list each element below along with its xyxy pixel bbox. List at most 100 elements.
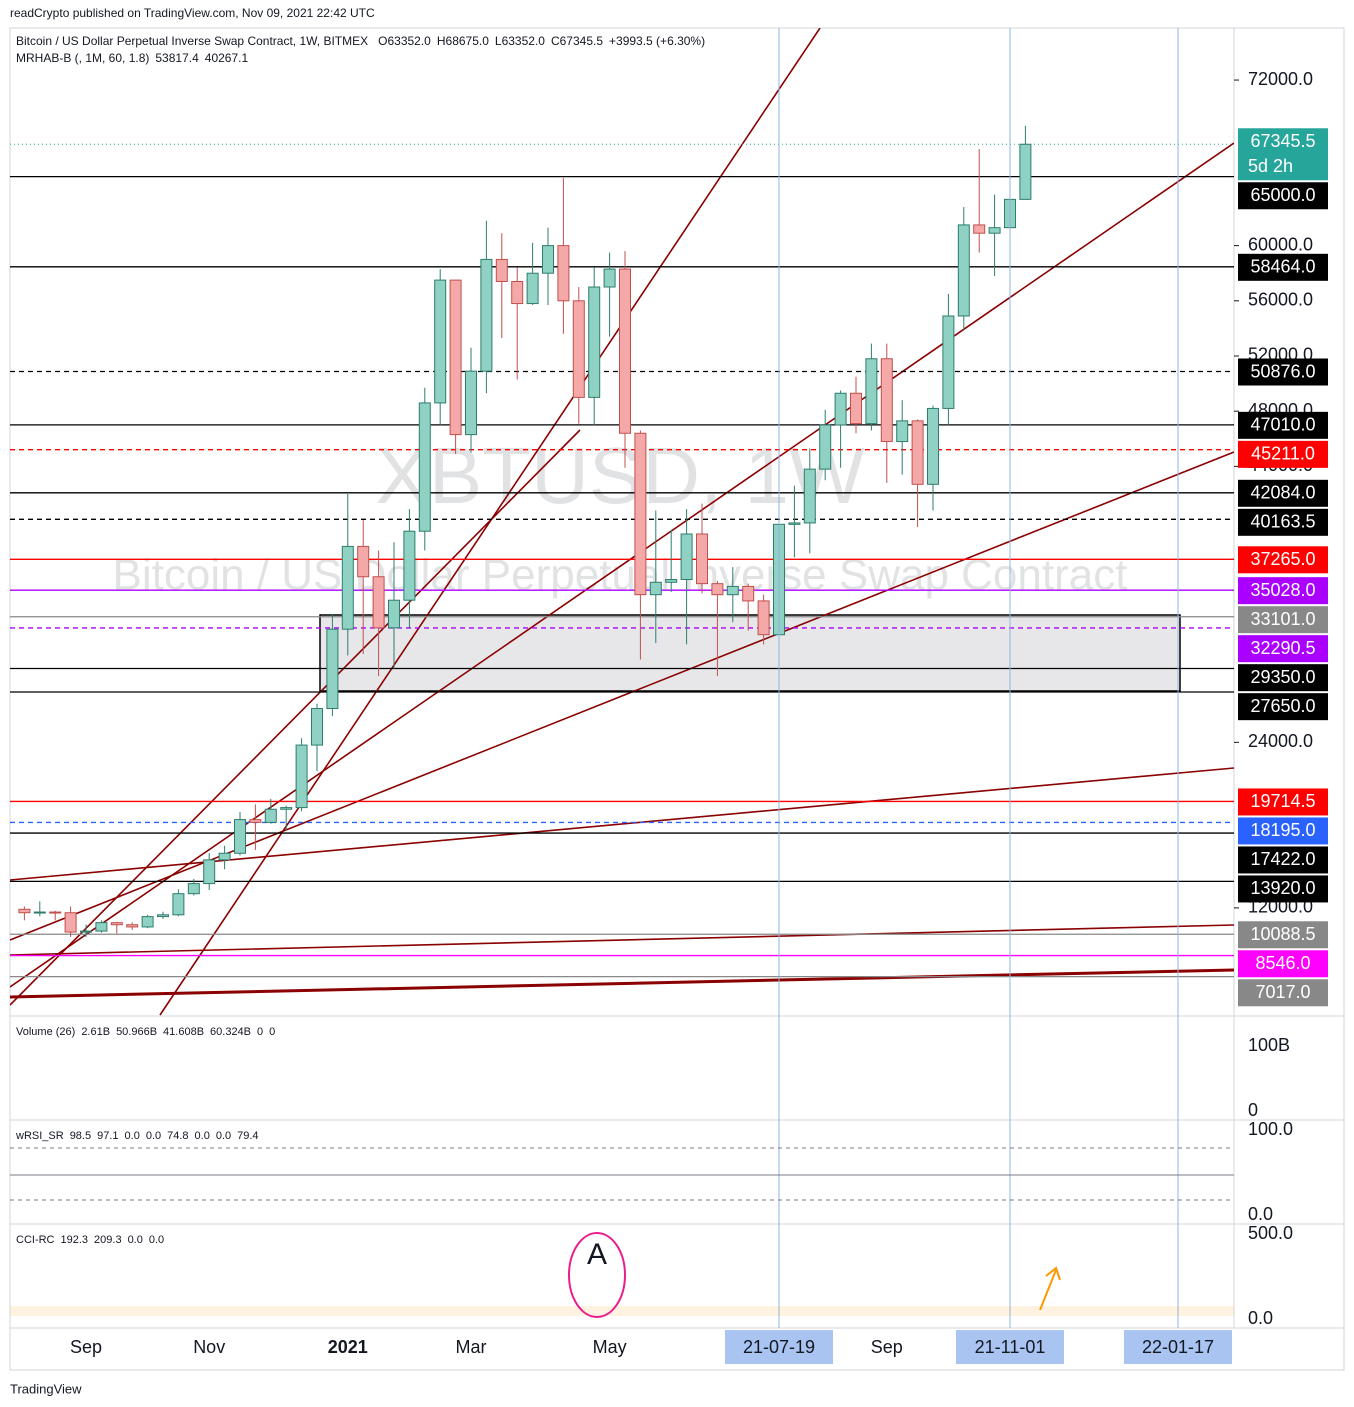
frame: [9, 27, 1345, 1371]
price-label-bg: [1238, 921, 1328, 949]
trend-line: [10, 429, 581, 1006]
y-tick-label: 60000.0: [1248, 234, 1313, 254]
legend-text: 98.5: [70, 1130, 91, 1142]
candle-body: [957, 224, 970, 317]
price-label-bg: [1238, 635, 1328, 663]
price-label: 10088.5: [1250, 924, 1315, 944]
y-tick-label: 24000.0: [1248, 731, 1313, 751]
price-label-bg: [1238, 546, 1328, 574]
trend-line: [10, 451, 1234, 941]
candle-body: [18, 908, 31, 914]
candle-body: [33, 911, 46, 914]
pane-axis-label: 0.0: [1248, 1308, 1273, 1328]
price-label: 32290.5: [1250, 638, 1315, 658]
candle-body: [372, 576, 385, 629]
candle-body: [449, 279, 462, 436]
price-label-bg: [1238, 128, 1328, 181]
price-label-bg: [1238, 846, 1328, 874]
x-tick-label: 22-01-17: [1142, 1337, 1214, 1357]
x-tick-label: 21-07-19: [743, 1337, 815, 1357]
candle-body: [542, 245, 554, 274]
trend-line: [10, 142, 1234, 988]
price-label: 8546.0: [1255, 953, 1310, 973]
legend-text: O63352.0: [378, 34, 431, 48]
y-tick-label: 56000.0: [1248, 290, 1313, 310]
legend-text: 0: [269, 1026, 275, 1038]
candle-body: [942, 315, 955, 409]
candle-body: [557, 245, 570, 302]
legend-text: wRSI_SR: [15, 1130, 64, 1142]
price-label: 33101.0: [1250, 609, 1315, 629]
price-label-bg: [1238, 875, 1328, 903]
legend-text: 2.61B: [81, 1026, 110, 1038]
legend-text: 0.0: [195, 1130, 210, 1142]
legend-text: 53817.4: [155, 51, 199, 65]
candle-body: [711, 583, 724, 596]
legend-text: 192.3: [61, 1234, 89, 1246]
candle-body: [880, 358, 893, 443]
price-label-bg: [1238, 817, 1328, 845]
price-label: 35028.0: [1250, 580, 1315, 600]
x-tick-label: 2021: [328, 1337, 368, 1357]
legend-text: C67345.5: [551, 34, 603, 48]
candle-body: [788, 522, 801, 525]
pane-axis-label: 100.0: [1248, 1119, 1293, 1139]
candle-body: [357, 545, 370, 578]
legend-text: CCI-RC: [16, 1234, 55, 1246]
price-label: 45211.0: [1251, 444, 1315, 464]
price-label: 50876.0: [1250, 361, 1315, 381]
candle-body: [665, 579, 678, 583]
candle-body: [218, 852, 231, 861]
candle-body: [49, 911, 62, 914]
pane-axis-label: 0: [1248, 1100, 1258, 1120]
x-tick-label: 21-11-01: [975, 1337, 1046, 1357]
price-label-bg: [1238, 253, 1328, 281]
legend-text: Bitcoin / US Dollar Perpetual Inverse Sw…: [16, 34, 368, 48]
legend-text: 0.0: [149, 1234, 164, 1246]
price-label-bg: [1238, 508, 1328, 536]
candle-body: [896, 420, 909, 443]
countdown-label: 5d 2h: [1248, 156, 1293, 176]
candle-body: [742, 585, 755, 602]
candle-body: [480, 258, 493, 372]
candle-body: [850, 392, 862, 425]
date-highlight: [956, 1330, 1064, 1364]
trend-line: [10, 924, 1234, 956]
candle-body: [157, 914, 169, 918]
price-label: 19714.5: [1250, 791, 1315, 811]
candle-body: [988, 227, 1001, 234]
candle-body: [696, 533, 708, 585]
candle-body: [249, 819, 262, 823]
candle-body: [403, 530, 416, 601]
candle-body: [680, 533, 693, 581]
pane-axis-label: 100B: [1248, 1035, 1290, 1055]
price-label-bg: [1238, 664, 1328, 692]
candle-body: [280, 807, 293, 810]
legend-text: 0.0: [125, 1130, 140, 1142]
price-label-bg: [1238, 411, 1328, 439]
candle-body: [911, 420, 924, 485]
publisher: readCrypto published on TradingView.com,…: [10, 6, 375, 20]
candle-body: [110, 922, 123, 926]
candle-body: [973, 224, 986, 234]
price-label-bg: [1238, 950, 1328, 978]
legend-text: +3993.5 (+6.30%): [609, 34, 705, 48]
legend-text: MRHAB-B (, 1M, 60, 1.8): [16, 51, 149, 65]
candle-body: [834, 392, 847, 426]
candle-body: [526, 272, 539, 305]
candle-body: [434, 279, 447, 404]
annotation-text: A: [587, 1238, 607, 1271]
price-label: 7017.0: [1255, 982, 1310, 1002]
legend-text: 0: [257, 1026, 263, 1038]
legend-text: 50.966B: [116, 1026, 157, 1038]
candle-body: [264, 808, 277, 823]
candle-body: [865, 358, 878, 425]
candle-body: [819, 424, 832, 470]
legend-text: Volume (26): [16, 1026, 75, 1038]
candle-body: [95, 922, 108, 932]
price-label: 65000.0: [1250, 185, 1315, 205]
price-label: 42084.0: [1250, 483, 1315, 503]
legend-text: 41.608B: [163, 1026, 204, 1038]
price-label: 40163.5: [1250, 512, 1315, 532]
x-tick-label: Mar: [456, 1337, 487, 1357]
